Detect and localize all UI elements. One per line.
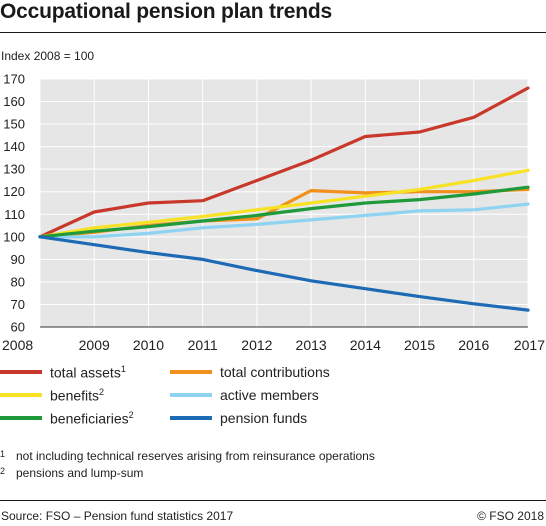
- series-line-active-members: [38, 202, 530, 239]
- legend-label: benefits2: [50, 387, 105, 404]
- y-tick-label: 140: [3, 139, 25, 154]
- legend-swatch: [0, 370, 42, 375]
- y-tick-label: 80: [11, 274, 25, 289]
- footnotes: 1 not including technical reserves arisin…: [0, 449, 375, 483]
- y-axis-unit-label: Index 2008 = 100: [1, 49, 95, 63]
- footnote: 1 not including technical reserves arisin…: [0, 449, 375, 463]
- legend: total assets1 benefits2 beneficiaries2 tota…: [0, 364, 546, 444]
- x-tick-labels: 2008 2009 2010 2011 2012 2013 2014 2015 2016 2017: [2, 337, 545, 353]
- legend-item-total-assets: total assets1: [0, 364, 126, 381]
- series-line-pension-funds: [38, 235, 530, 312]
- x-tick-label: 2008: [2, 337, 33, 353]
- series-line-total-assets: [38, 86, 530, 239]
- x-tick-label: 2017: [514, 337, 545, 353]
- chart-title: Occupational pension plan trends: [0, 0, 332, 23]
- legend-label: total contributions: [220, 364, 330, 380]
- footnote-text: pensions and lump-sum: [16, 466, 144, 480]
- footer-rule: [0, 500, 546, 501]
- x-tick-label: 2009: [79, 337, 110, 353]
- series-lines: [38, 86, 530, 312]
- y-tick-label: 160: [3, 94, 25, 109]
- y-tick-label: 150: [3, 117, 25, 132]
- legend-label: total assets1: [50, 364, 126, 381]
- legend-label: pension funds: [220, 410, 308, 426]
- series-line-beneficiaries: [38, 185, 530, 239]
- source-text: Source: FSO – Pension fund statistics 20…: [1, 509, 234, 523]
- title-rule: [0, 32, 546, 33]
- y-tick-label: 70: [11, 297, 25, 312]
- legend-label: active members: [220, 387, 319, 403]
- y-tick-label: 100: [3, 229, 25, 244]
- legend-note-marker: 2: [128, 410, 134, 420]
- y-tick-label: 60: [11, 320, 25, 335]
- footnote-number: 2: [0, 466, 6, 476]
- footnote-text: not including technical reserves arising…: [16, 449, 375, 463]
- series-line-benefits: [38, 168, 530, 239]
- footnote-number: 1: [0, 449, 6, 459]
- x-tick-label: 2013: [296, 337, 327, 353]
- legend-swatch: [170, 416, 212, 420]
- legend-item-pension-funds: pension funds: [170, 410, 307, 426]
- x-tick-label: 2014: [350, 337, 381, 353]
- legend-swatch: [0, 416, 42, 421]
- y-tick-labels: 60 70 80 90 100 110 120 130 140 150 160 170: [3, 72, 25, 335]
- legend-label: beneficiaries2: [50, 410, 134, 427]
- legend-swatch: [0, 393, 42, 398]
- copyright-text: © FSO 2018: [477, 509, 544, 523]
- y-tick-label: 110: [4, 207, 25, 222]
- legend-note-marker: 1: [120, 364, 126, 374]
- x-tick-label: 2016: [458, 337, 489, 353]
- x-tick-label: 2012: [241, 337, 272, 353]
- y-tick-label: 130: [3, 162, 25, 177]
- x-tick-label: 2015: [404, 337, 435, 353]
- legend-swatch: [170, 393, 212, 397]
- y-tick-label: 90: [11, 252, 25, 267]
- legend-item-benefits: benefits2: [0, 387, 104, 404]
- footnote: 2 pensions and lump-sum: [0, 466, 375, 480]
- legend-item-beneficiaries: beneficiaries2: [0, 410, 134, 427]
- y-tick-label: 120: [3, 184, 25, 199]
- y-tick-label: 170: [3, 72, 25, 87]
- legend-swatch: [170, 370, 212, 374]
- x-tick-label: 2010: [133, 337, 164, 353]
- legend-note-marker: 2: [99, 387, 105, 397]
- legend-item-total-contributions: total contributions: [170, 364, 330, 380]
- x-tick-label: 2011: [188, 337, 218, 353]
- legend-item-active-members: active members: [170, 387, 319, 403]
